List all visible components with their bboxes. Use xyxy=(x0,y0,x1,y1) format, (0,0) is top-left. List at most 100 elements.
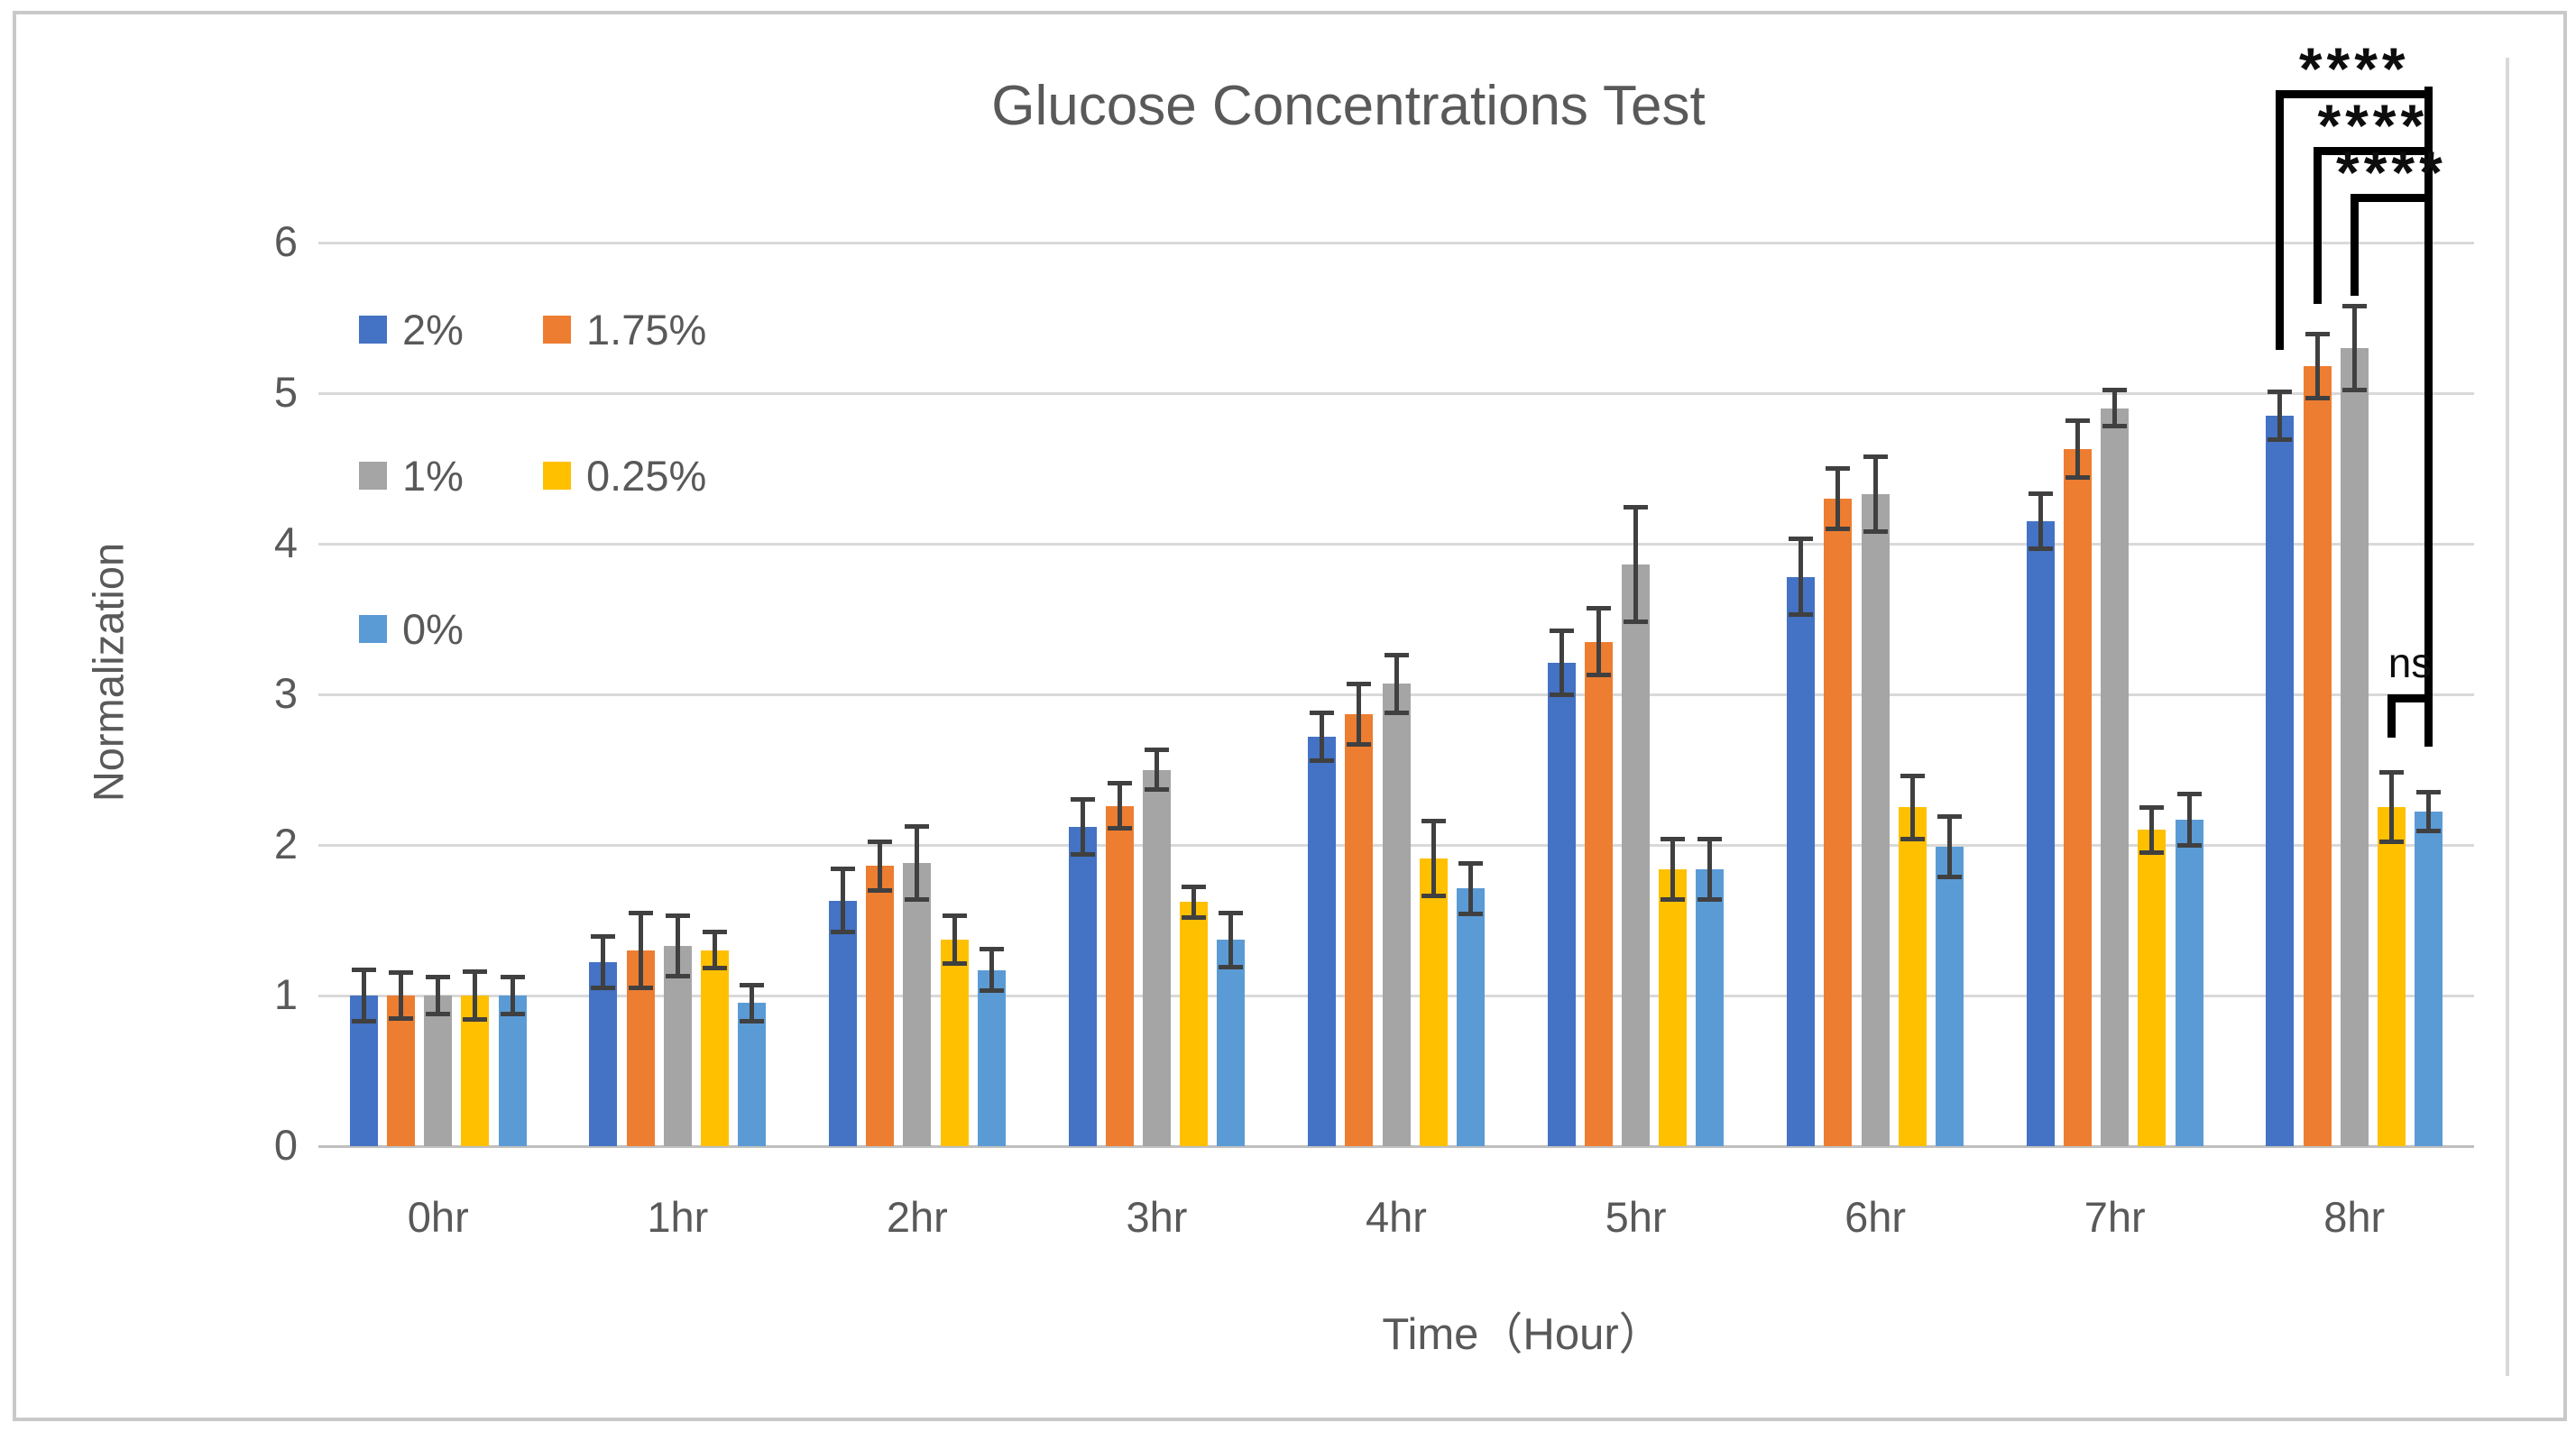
error-bar-cap-bottom xyxy=(1697,896,1723,902)
error-bar-cap-bottom xyxy=(1144,786,1169,792)
error-bar-line xyxy=(638,913,643,988)
error-bar-line xyxy=(2351,306,2357,390)
error-bar-line xyxy=(2075,420,2080,478)
error-bar-cap-top xyxy=(1549,629,1574,634)
bar-0%-7hr xyxy=(2175,819,2203,1146)
error-bar-cap-top xyxy=(2176,791,2202,796)
error-bar-cap-top xyxy=(1789,537,1814,542)
error-bar-cap-bottom xyxy=(1661,896,1686,902)
error-bar-cap-bottom xyxy=(1789,611,1814,617)
bracket-left-vertical xyxy=(2276,90,2285,350)
error-bar-line xyxy=(915,826,920,900)
bar-1.75%-3hr xyxy=(1105,805,1134,1146)
x-tick-label: 4hr xyxy=(1366,1193,1427,1241)
significance-stars: **** xyxy=(2336,139,2447,206)
error-bar-line xyxy=(1909,776,1915,840)
error-bar-cap-bottom xyxy=(426,1011,451,1016)
error-bar-line xyxy=(750,985,755,1022)
error-bar-cap-top xyxy=(665,913,690,918)
error-bar-cap-top xyxy=(2378,770,2404,776)
x-tick-label: 7hr xyxy=(2084,1193,2146,1241)
bar-0%-5hr xyxy=(1696,868,1725,1146)
error-bar-cap-top xyxy=(703,930,728,935)
error-bar-cap-bottom xyxy=(351,1018,376,1024)
error-bar-line xyxy=(361,969,366,1022)
bar-2%-5hr xyxy=(1547,662,1576,1146)
bar-0.25%-3hr xyxy=(1180,902,1209,1146)
legend-swatch-icon xyxy=(543,462,571,490)
error-bar-line xyxy=(399,972,404,1019)
bar-1.75%-8hr xyxy=(2303,365,2332,1146)
x-tick-label: 5hr xyxy=(1605,1193,1667,1241)
legend-swatch-icon xyxy=(359,615,387,643)
bracket-horizontal xyxy=(2313,147,2433,155)
error-bar-cap-top xyxy=(1219,910,1244,915)
error-bar-cap-bottom xyxy=(1182,914,1207,920)
bracket-horizontal xyxy=(2276,90,2433,98)
error-bar-cap-bottom xyxy=(463,1017,488,1023)
error-bar-cap-bottom xyxy=(942,961,967,967)
error-bar-line xyxy=(2112,390,2118,427)
x-tick-label: 0hr xyxy=(407,1193,469,1241)
error-bar-line xyxy=(510,977,515,1014)
error-bar-cap-top xyxy=(1826,466,1851,471)
plot-right-border xyxy=(2506,58,2509,1376)
error-bar-cap-top xyxy=(979,946,1004,951)
error-bar-cap-bottom xyxy=(1900,836,1925,841)
bar-0%-3hr xyxy=(1217,940,1246,1146)
error-bar-cap-bottom xyxy=(2268,437,2293,443)
error-bar-line xyxy=(1191,886,1197,918)
bar-1.75%-6hr xyxy=(1824,498,1853,1146)
legend-label: 0.25% xyxy=(586,452,707,500)
bar-0%-8hr xyxy=(2415,812,2443,1146)
error-bar-cap-bottom xyxy=(591,986,616,991)
error-bar-cap-bottom xyxy=(1624,620,1649,625)
error-bar-line xyxy=(2038,493,2043,548)
error-bar-line xyxy=(840,868,845,932)
error-bar-line xyxy=(1117,783,1122,829)
bar-2%-4hr xyxy=(1308,736,1337,1146)
bracket-horizontal xyxy=(2350,194,2433,202)
error-bar-line xyxy=(1799,538,1804,615)
legend-item-2%: 2% xyxy=(359,305,464,354)
error-bar-cap-top xyxy=(1697,836,1723,841)
significance-stars: **** xyxy=(2298,35,2410,102)
bracket-left-vertical xyxy=(2313,147,2322,304)
x-tick-label: 3hr xyxy=(1126,1193,1188,1241)
error-bar-line xyxy=(1467,863,1473,914)
error-bar-cap-bottom xyxy=(628,986,653,991)
y-tick-label: 4 xyxy=(273,519,298,566)
error-bar-cap-bottom xyxy=(500,1011,525,1016)
error-bar-cap-bottom xyxy=(1347,741,1372,747)
ns-bracket-horizontal xyxy=(2387,694,2433,702)
gridline xyxy=(318,543,2474,546)
error-bar-cap-bottom xyxy=(2305,395,2330,400)
x-tick-label: 2hr xyxy=(886,1193,948,1241)
x-tick-label: 6hr xyxy=(1845,1193,1907,1241)
bar-1%-0hr xyxy=(424,996,453,1146)
error-bar-line xyxy=(1947,816,1952,877)
y-tick-label: 3 xyxy=(273,669,298,717)
legend-label: 1.75% xyxy=(586,306,707,353)
error-bar-cap-bottom xyxy=(1310,757,1335,763)
error-bar-cap-top xyxy=(1458,860,1483,866)
bar-1%-2hr xyxy=(903,863,932,1146)
bar-1%-4hr xyxy=(1382,684,1411,1146)
error-bar-cap-top xyxy=(1070,797,1095,803)
error-bar-line xyxy=(2426,792,2432,831)
bar-0.25%-2hr xyxy=(940,940,969,1146)
error-bar-cap-bottom xyxy=(389,1015,414,1021)
bar-1%-5hr xyxy=(1622,565,1651,1146)
bar-1%-6hr xyxy=(1861,493,1890,1146)
error-bar-cap-bottom xyxy=(1107,826,1132,831)
error-bar-cap-bottom xyxy=(830,930,855,935)
legend-item-1.75%: 1.75% xyxy=(543,305,706,354)
error-bar-cap-top xyxy=(2416,790,2442,795)
y-tick-label: 2 xyxy=(273,820,298,867)
bar-1.75%-0hr xyxy=(387,996,416,1146)
bar-0%-2hr xyxy=(977,969,1006,1146)
error-bar-cap-top xyxy=(1863,454,1888,459)
error-bar-line xyxy=(2277,391,2283,440)
error-bar-line xyxy=(473,971,478,1020)
bar-0.25%-4hr xyxy=(1419,858,1448,1146)
